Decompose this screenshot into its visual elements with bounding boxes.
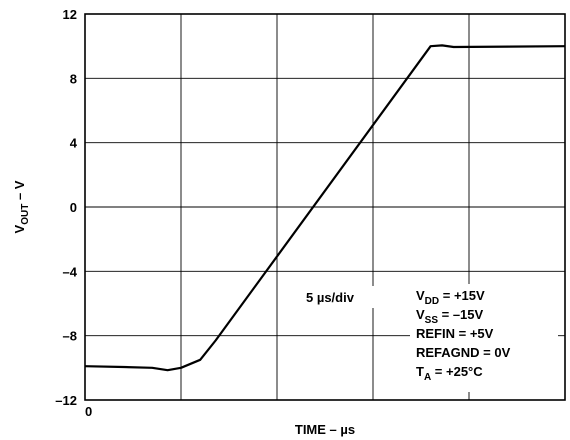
- division-label-bg: [298, 286, 376, 308]
- division-label: 5 µs/div: [306, 290, 355, 305]
- y-axis-label: VOUT – V: [12, 180, 31, 233]
- x-axis-label: TIME – µs: [295, 422, 355, 437]
- condition-line: REFIN = +5V: [416, 326, 494, 341]
- condition-line: REFAGND = 0V: [416, 345, 511, 360]
- y-tick-labels: 12 8 4 0 –4 –8 –12: [55, 7, 77, 408]
- condition-line: VDD = +15V: [416, 288, 485, 307]
- y-tick-label: 12: [63, 7, 77, 22]
- condition-line: TA = +25°C: [416, 364, 483, 383]
- conditions-bg: [410, 284, 558, 392]
- plot-frame: [84, 13, 566, 401]
- y-axis-label-sub: OUT: [20, 204, 31, 225]
- y-axis-label-main: V: [12, 224, 27, 233]
- y-tick-label: –12: [55, 393, 77, 408]
- y-tick-label: 4: [70, 136, 78, 151]
- y-tick-label: 0: [70, 200, 77, 215]
- y-tick-label: –4: [63, 264, 78, 279]
- y-tick-label: –8: [63, 329, 77, 344]
- y-tick-label: 8: [70, 71, 77, 86]
- condition-line: VSS = –15V: [416, 307, 484, 326]
- vout-trace: [84, 44, 566, 372]
- x-tick-label: 0: [85, 404, 92, 419]
- y-axis-label-suffix: – V: [12, 180, 27, 203]
